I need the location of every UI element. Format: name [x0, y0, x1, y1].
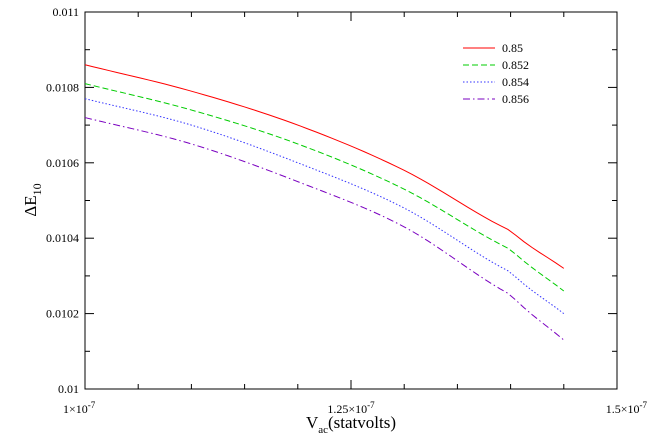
x-axis-title-rest: (statvolts)	[328, 413, 396, 432]
x-tick-label: 1×10-7	[63, 400, 96, 416]
x-axis-title-main: V	[306, 413, 319, 432]
x-tick-label: 1.5×10-7	[606, 400, 648, 416]
series-line-2	[84, 83, 565, 292]
y-tick-label: 0.0102	[46, 307, 79, 321]
tick-marks	[84, 11, 618, 390]
y-tick-label: 0.011	[52, 5, 79, 19]
x-tick-label: 1.25×10-7	[327, 400, 375, 416]
legend: 0.85 0.852 0.854 0.856	[463, 41, 529, 106]
x-axis-title: Vac(statvolts)	[306, 413, 396, 436]
y-axis-title-main: ΔE	[21, 195, 40, 216]
y-axis-title-sub: 10	[30, 183, 44, 195]
legend-label: 0.854	[502, 75, 529, 89]
y-tick-label: 0.0106	[46, 156, 79, 170]
series-line-3	[84, 98, 565, 314]
series-lines	[84, 64, 565, 341]
series-line-4	[84, 117, 565, 341]
plot-frame	[84, 11, 618, 390]
legend-label: 0.85	[502, 41, 523, 55]
x-axis-title-sub: ac	[318, 424, 328, 436]
legend-label: 0.852	[502, 58, 529, 72]
y-axis-title: ΔE10	[21, 183, 44, 216]
y-tick-label: 0.0104	[46, 231, 79, 245]
legend-label: 0.856	[502, 92, 529, 106]
tick-labels: 0.01 0.0102 0.0104 0.0106 0.0108 0.011 1×10-7 1…	[46, 5, 647, 416]
y-tick-label: 0.0108	[46, 80, 79, 94]
y-tick-label: 0.01	[58, 382, 79, 396]
series-line-1	[84, 64, 565, 269]
